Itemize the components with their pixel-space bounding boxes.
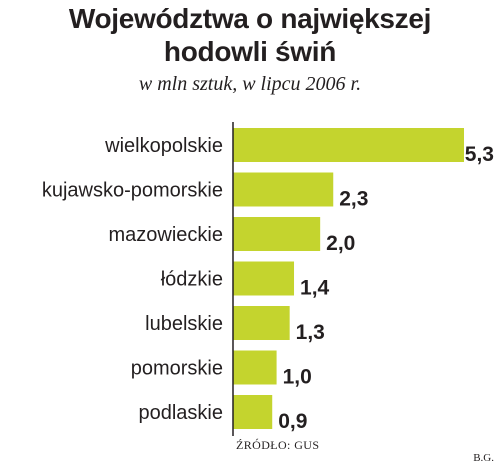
- category-label-3: łódzkie: [161, 269, 223, 291]
- bar-1: [233, 172, 334, 207]
- source-note: ŹRÓDŁO: GUS: [236, 438, 320, 452]
- value-label-0: 5,3: [465, 143, 494, 166]
- category-label-5: pomorskie: [131, 358, 223, 380]
- value-label-3: 1,4: [300, 277, 330, 300]
- chart-title: Województwa o największej hodowli świń: [0, 2, 500, 68]
- value-label-4: 1,3: [296, 321, 325, 344]
- category-label-6: podlaskie: [138, 402, 223, 424]
- chart-subtitle: w mln sztuk, w lipcu 2006 r.: [138, 73, 362, 95]
- bar-5: [233, 350, 277, 385]
- bar-2: [233, 217, 321, 251]
- category-label-2: mazowieckie: [109, 224, 223, 246]
- chart-title-line-1: Województwa o największej: [68, 3, 432, 34]
- category-label-0: wielkopolskie: [104, 135, 223, 157]
- value-label-5: 1,0: [283, 366, 312, 389]
- value-label-2: 2,0: [326, 232, 355, 255]
- bar-0: [233, 128, 464, 162]
- bar-4: [233, 306, 290, 340]
- bar-6: [233, 395, 273, 429]
- chart-title-line-2: hodowli świń: [163, 36, 337, 67]
- value-label-6: 0,9: [278, 410, 307, 433]
- bar-3: [233, 261, 295, 296]
- value-label-1: 2,3: [339, 188, 368, 211]
- category-label-4: lubelskie: [145, 313, 223, 335]
- category-label-1: kujawsko-pomorskie: [42, 180, 223, 202]
- author-initials: B.G.: [473, 452, 494, 464]
